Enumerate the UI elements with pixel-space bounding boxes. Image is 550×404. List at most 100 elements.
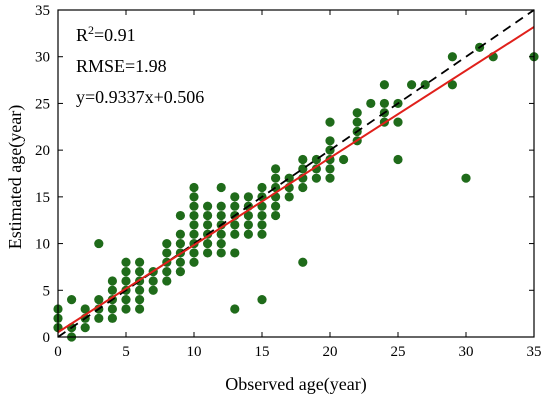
data-point (243, 229, 253, 239)
data-point (325, 164, 335, 174)
data-point (189, 220, 199, 230)
data-point (175, 210, 185, 221)
y-tick-label: 30 (35, 50, 50, 66)
lines-layer (57, 9, 535, 338)
y-tick-label: 20 (35, 143, 50, 159)
fit-line (57, 26, 535, 334)
data-point (162, 267, 172, 277)
data-point (216, 229, 226, 239)
data-point (67, 295, 77, 305)
data-point (325, 117, 335, 127)
data-point (162, 248, 172, 258)
x-tick-label: 5 (122, 344, 130, 360)
data-point (216, 201, 226, 211)
data-point (189, 257, 199, 267)
data-point (230, 192, 240, 202)
x-tick-label: 0 (54, 344, 62, 360)
data-point (379, 80, 389, 90)
data-point (121, 276, 131, 286)
data-point (216, 238, 226, 249)
x-tick-label: 20 (323, 344, 338, 360)
data-point (107, 276, 117, 286)
data-point (298, 182, 308, 193)
data-point (393, 117, 403, 127)
data-point (189, 201, 199, 211)
y-tick-label: 10 (35, 237, 50, 253)
r2-prefix: R (76, 25, 88, 45)
data-point (311, 164, 321, 174)
data-point (175, 267, 185, 277)
x-axis-label: Observed age(year) (225, 374, 366, 395)
data-point (94, 238, 104, 249)
y-tick-label: 5 (43, 283, 51, 299)
x-tick-label: 35 (527, 344, 542, 360)
data-point (230, 201, 240, 211)
data-point (447, 80, 457, 90)
rmse-annotation: RMSE=1.98 (76, 56, 167, 76)
data-point (135, 257, 145, 267)
data-point (135, 295, 145, 305)
data-point (298, 257, 308, 267)
data-point (121, 304, 131, 314)
data-point (189, 210, 199, 221)
data-point (243, 192, 253, 202)
data-point (366, 98, 376, 109)
x-tick-label: 30 (459, 344, 474, 360)
data-point (230, 220, 240, 230)
data-point (135, 285, 145, 295)
data-point (121, 267, 131, 277)
data-point (257, 220, 267, 230)
data-point (243, 220, 253, 230)
data-point (175, 238, 185, 249)
r2-superscript: 2 (88, 23, 94, 37)
data-point (162, 276, 172, 286)
data-point (325, 173, 335, 183)
data-point (135, 267, 145, 277)
data-point (271, 164, 281, 174)
data-point (175, 257, 185, 267)
data-point (311, 173, 321, 183)
data-point (339, 154, 349, 165)
data-point (203, 248, 213, 258)
data-point (162, 238, 172, 249)
data-point (148, 285, 158, 295)
data-point (230, 229, 240, 239)
data-point (216, 182, 226, 193)
data-point (216, 210, 226, 221)
y-tick-label: 15 (35, 190, 50, 206)
x-tick-label: 15 (255, 344, 270, 360)
data-point (135, 304, 145, 314)
data-point (271, 210, 281, 221)
r2-annotation: R2=0.91 (76, 23, 136, 45)
data-point (148, 276, 158, 286)
r2-value: =0.91 (94, 25, 136, 45)
data-point (121, 295, 131, 305)
x-tick-label: 25 (391, 344, 406, 360)
data-point (175, 229, 185, 239)
data-point (189, 248, 199, 258)
y-tick-label: 25 (35, 96, 50, 112)
data-point (257, 210, 267, 221)
data-point (121, 257, 131, 267)
data-point (243, 210, 253, 221)
data-point (107, 285, 117, 295)
data-point (325, 136, 335, 146)
data-point (189, 229, 199, 239)
y-tick-label: 35 (35, 3, 50, 19)
data-point (257, 182, 267, 193)
x-tick-label: 10 (187, 344, 202, 360)
data-point (107, 304, 117, 314)
data-point (107, 313, 117, 323)
data-point (352, 108, 362, 118)
data-point (447, 52, 457, 62)
data-point (203, 201, 213, 211)
data-point (189, 192, 199, 202)
data-point (203, 210, 213, 221)
data-point (257, 295, 267, 305)
data-point (461, 173, 471, 183)
data-point (216, 248, 226, 258)
data-point (230, 248, 240, 258)
data-point (271, 201, 281, 211)
data-point (284, 192, 294, 202)
